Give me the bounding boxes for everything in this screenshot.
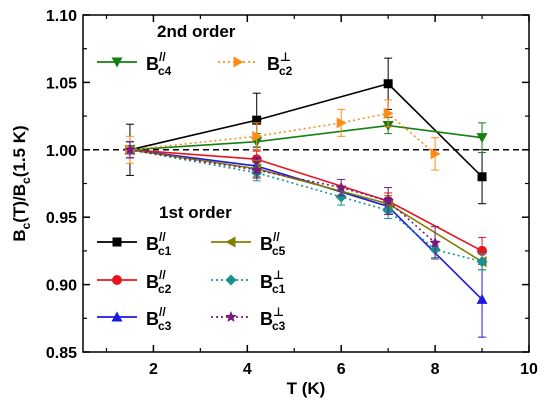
- data-point-c3_perp: [124, 143, 136, 155]
- data-point-c2_perp: [252, 130, 263, 142]
- series-line-c1_perp: [129, 149, 483, 263]
- legend-title-1st-order: 1st order: [159, 203, 232, 222]
- data-point-c2_perp: [336, 117, 347, 129]
- legend-marker-c2_perp: [233, 56, 244, 68]
- x-tick-label: 6: [337, 361, 346, 378]
- series-line-c3_perp: [129, 149, 436, 244]
- legend-marker-c3_perp: [225, 311, 237, 322]
- x-tick-label: 2: [149, 361, 158, 378]
- legend-label-c1_perp: B⊥ c1: [260, 268, 286, 296]
- legend-title-2nd-order: 2nd order: [157, 22, 236, 41]
- legend-label-c2_par: B//c2: [146, 268, 172, 296]
- legend-marker-c4_par: [111, 57, 123, 68]
- data-point-c3_perp: [251, 164, 263, 175]
- series-line-c1_par: [129, 82, 483, 178]
- y-tick-label: 1.00: [46, 143, 77, 160]
- series-line-c2_par: [129, 149, 483, 252]
- legend-marker-c5_par: [225, 236, 236, 248]
- legend-marker-c3_par: [111, 311, 123, 322]
- legend-label-c5_par: B//c5: [260, 230, 286, 258]
- data-point-c1_par: [383, 79, 393, 89]
- legend-marker-c1_perp: [225, 274, 237, 286]
- series-line-c3_par: [129, 149, 483, 300]
- y-tick-label: 0.85: [46, 345, 77, 362]
- legend-label-c3_perp: B⊥ c3: [260, 305, 286, 333]
- x-tick-label: 4: [243, 361, 252, 378]
- x-axis-label: T (K): [287, 379, 326, 398]
- data-point-c1_par: [252, 115, 262, 125]
- data-point-c3_perp: [429, 236, 441, 248]
- series-line-c2_perp: [129, 112, 436, 155]
- data-point-c2_perp: [383, 107, 394, 119]
- legend-label-c2_perp: B⊥ c2: [267, 50, 293, 78]
- data-point-c3_par: [476, 293, 488, 304]
- y-tick-label: 1.10: [46, 8, 77, 25]
- legend-label-c1_par: B//c1: [146, 230, 172, 258]
- legend-marker-c2_par: [112, 275, 122, 285]
- data-point-c3_perp: [335, 181, 347, 193]
- legend-entry-c2_perp: B⊥ c2: [218, 50, 293, 78]
- data-point-c1_perp: [476, 256, 488, 268]
- data-point-c1_perp: [335, 191, 347, 203]
- data-point-c2_perp: [430, 148, 441, 160]
- legend-marker-c1_par: [112, 237, 122, 247]
- y-tick-label: 1.05: [46, 75, 77, 92]
- y-tick-label: 0.95: [46, 210, 77, 227]
- data-point-c3_perp: [382, 195, 394, 206]
- data-point-c1_par: [477, 172, 487, 182]
- x-tick-label: 8: [431, 361, 440, 378]
- legend-entry-c5_par: B//c5: [211, 230, 286, 258]
- legend-entry-c3_perp: B⊥ c3: [211, 305, 286, 333]
- legend-entry-c3_par: B//c3: [97, 305, 172, 333]
- series-line-c4_par: [129, 124, 483, 151]
- data-point-c4_par: [476, 133, 488, 144]
- y-tick-label: 0.90: [46, 278, 77, 295]
- legend-label-c4_par: B//c4: [146, 50, 172, 78]
- x-tick-label: 10: [520, 361, 538, 378]
- legend-entry-c1_par: B//c1: [97, 230, 172, 258]
- legend-entry-c1_perp: B⊥ c1: [211, 268, 286, 296]
- y-axis-label: Bc(T)/Bc(1.5 K): [10, 125, 33, 241]
- legend-entry-c2_par: B//c2: [97, 268, 172, 296]
- legend-label-c3_par: B//c3: [146, 305, 172, 333]
- legend-entry-c4_par: B//c4: [97, 50, 172, 78]
